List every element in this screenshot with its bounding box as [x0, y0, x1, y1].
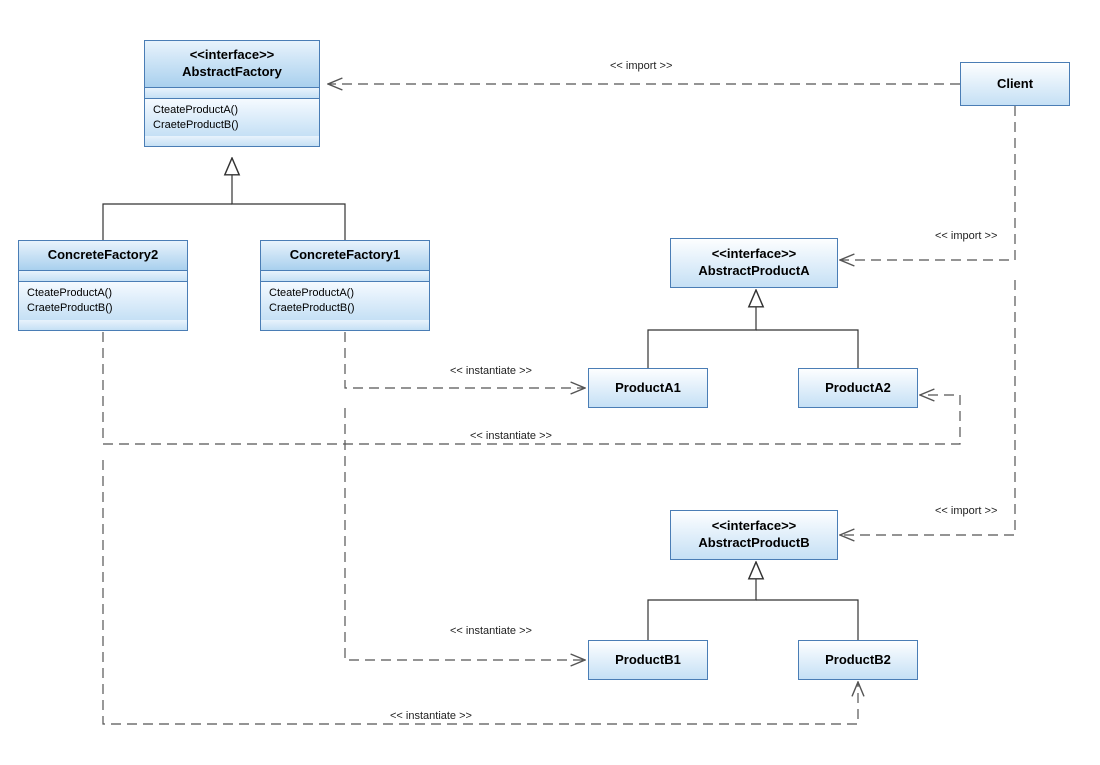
- class-abstract-product-b: <<interface>> AbstractProductB: [670, 510, 838, 560]
- class-name: AbstractProductB: [698, 535, 809, 552]
- edge-label-import: << import >>: [935, 230, 997, 242]
- method: CteateProductA(): [269, 286, 421, 301]
- edge-label-instantiate: << instantiate >>: [450, 365, 532, 377]
- edge-gen-pb1-absB: [648, 562, 756, 640]
- edge-label-instantiate: << instantiate >>: [390, 710, 472, 722]
- stereotype-label: <<interface>>: [712, 518, 797, 535]
- class-product-b2: ProductB2: [798, 640, 918, 680]
- edge-gen-pa2-absA: [756, 330, 858, 368]
- class-abstract-product-a: <<interface>> AbstractProductA: [670, 238, 838, 288]
- stereotype-label: <<interface>>: [155, 47, 309, 64]
- class-name: ProductB2: [825, 652, 891, 669]
- class-name: ConcreteFactory1: [271, 247, 419, 264]
- edge-gen-pb2-absB: [756, 600, 858, 640]
- method: CteateProductA(): [27, 286, 179, 301]
- class-name: AbstractProductA: [698, 263, 809, 280]
- method: CraeteProductB(): [27, 301, 179, 316]
- class-product-b1: ProductB1: [588, 640, 708, 680]
- edge-gen-cf2-absfact: [103, 204, 232, 240]
- method: CteateProductA(): [153, 103, 311, 118]
- edge-inst-cf2-pb2: [103, 460, 858, 724]
- class-client: Client: [960, 62, 1070, 106]
- class-product-a2: ProductA2: [798, 368, 918, 408]
- edge-label-instantiate: << instantiate >>: [470, 430, 552, 442]
- edge-inst-cf1-pb1: [345, 408, 585, 660]
- edge-label-instantiate: << instantiate >>: [450, 625, 532, 637]
- class-name: ProductA2: [825, 380, 891, 397]
- edge-inst-cf1-pa1: [345, 332, 585, 388]
- edge-gen-cf1-absfact: [232, 158, 345, 240]
- method: CraeteProductB(): [269, 301, 421, 316]
- class-abstract-factory: <<interface>> AbstractFactory CteateProd…: [144, 40, 320, 147]
- class-name: ProductA1: [615, 380, 681, 397]
- edge-gen-pa1-absA: [648, 290, 756, 368]
- stereotype-label: <<interface>>: [712, 246, 797, 263]
- class-name: ProductB1: [615, 652, 681, 669]
- class-name: ConcreteFactory2: [29, 247, 177, 264]
- class-concrete-factory-1: ConcreteFactory1 CteateProductA() Craete…: [260, 240, 430, 331]
- edge-label-import: << import >>: [610, 60, 672, 72]
- class-name: AbstractFactory: [155, 64, 309, 81]
- class-product-a1: ProductA1: [588, 368, 708, 408]
- class-name: Client: [997, 76, 1033, 93]
- method: CraeteProductB(): [153, 118, 311, 133]
- class-concrete-factory-2: ConcreteFactory2 CteateProductA() Craete…: [18, 240, 188, 331]
- edge-label-import: << import >>: [935, 505, 997, 517]
